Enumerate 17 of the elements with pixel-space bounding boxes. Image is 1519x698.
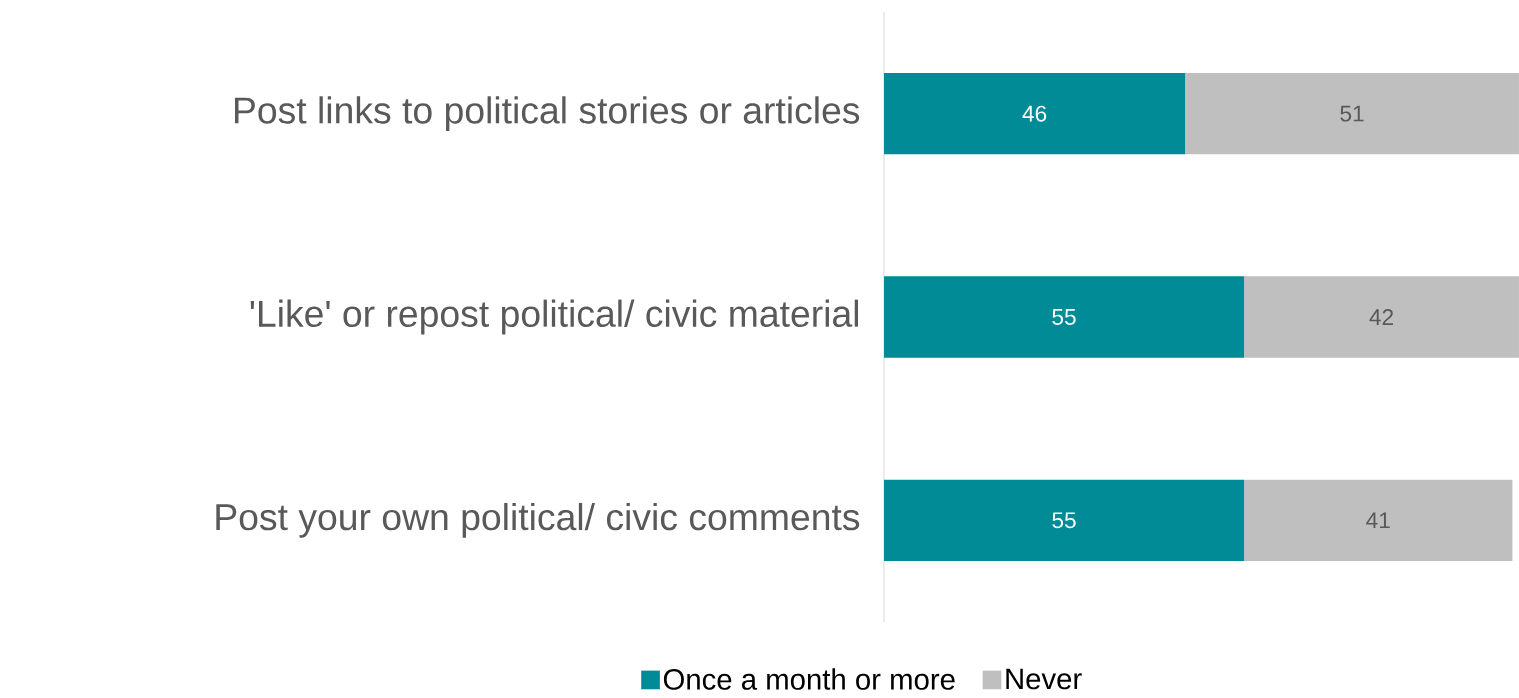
bar (1244, 479, 1513, 561)
bar (884, 276, 1245, 358)
bar (884, 73, 1186, 155)
data-label: 46 (1022, 105, 1047, 122)
data-label: 55 (1052, 309, 1076, 325)
legend-label: Once a month or more (663, 668, 955, 690)
y-tick-label: 'Like' or repost political/ civic material (250, 299, 859, 335)
data-label: 51 (1340, 105, 1364, 122)
data-label: 41 (1366, 512, 1390, 529)
data-label: 55 (1052, 512, 1076, 529)
bar (1244, 276, 1519, 358)
legend-label: Never (1006, 668, 1082, 690)
y-tick-label: Post links to political stories or articles (235, 96, 860, 132)
y-tick-label: Post your own political/ civic comments (216, 502, 860, 538)
bar (884, 479, 1245, 561)
data-label: 42 (1369, 309, 1393, 325)
bar (1185, 73, 1519, 155)
